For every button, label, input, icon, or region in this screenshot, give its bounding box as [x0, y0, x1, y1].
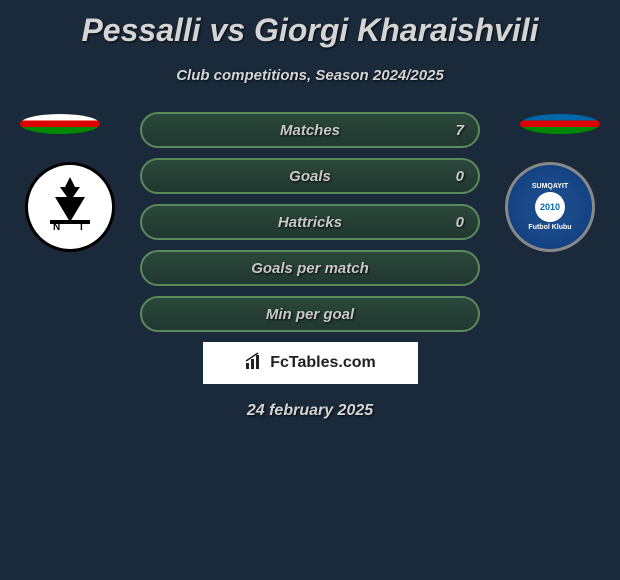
branding-box: FcTables.com	[203, 342, 418, 384]
club-right-badge: SUMQAYIT 2010 Futbol Klubu	[505, 162, 595, 252]
stat-row-min-per-goal: Min per goal	[140, 296, 480, 332]
club-left-badge: N I	[25, 162, 115, 252]
subtitle: Club competitions, Season 2024/2025	[0, 67, 620, 84]
stat-row-goals-per-match: Goals per match	[140, 250, 480, 286]
page-title: Pessalli vs Giorgi Kharaishvili	[0, 0, 620, 49]
player-left-flag-icon	[20, 114, 100, 134]
club-right-year: 2010	[535, 192, 565, 222]
stat-value-right: 7	[456, 122, 464, 139]
stat-row-hattricks: Hattricks 0	[140, 204, 480, 240]
branding-text: FcTables.com	[270, 354, 376, 372]
stat-row-goals: Goals 0	[140, 158, 480, 194]
player-right-flag-icon	[520, 114, 600, 134]
comparison-area: N I SUMQAYIT 2010 Futbol Klubu Matches 7…	[0, 112, 620, 420]
stat-label: Goals per match	[251, 260, 369, 277]
svg-text:I: I	[80, 222, 83, 232]
stat-label: Min per goal	[266, 306, 354, 323]
stat-label: Matches	[280, 122, 340, 139]
club-left-icon: N I	[45, 172, 95, 242]
stats-list: Matches 7 Goals 0 Hattricks 0 Goals per …	[140, 112, 480, 332]
chart-icon	[244, 351, 264, 376]
stat-row-matches: Matches 7	[140, 112, 480, 148]
svg-text:N: N	[53, 222, 60, 232]
stat-label: Hattricks	[278, 214, 342, 231]
club-right-top-text: SUMQAYIT	[532, 183, 568, 190]
stat-value-right: 0	[456, 168, 464, 185]
stat-label: Goals	[289, 168, 331, 185]
stat-value-right: 0	[456, 214, 464, 231]
club-right-bottom-text: Futbol Klubu	[528, 224, 571, 231]
date-text: 24 february 2025	[0, 402, 620, 420]
